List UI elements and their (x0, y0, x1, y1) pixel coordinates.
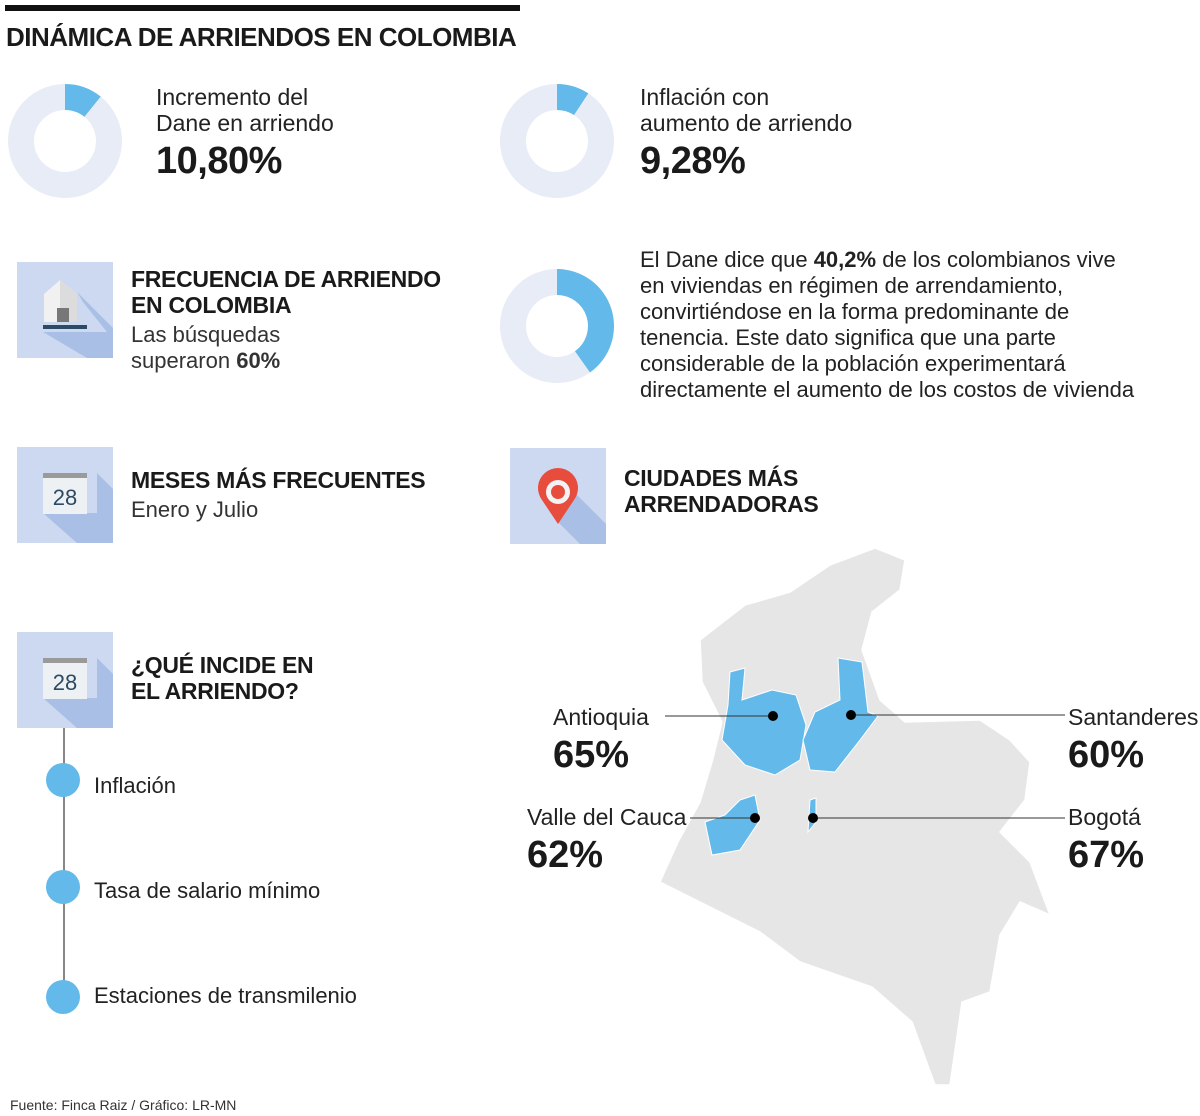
dane-line: tenencia. Este dato significa que una pa… (640, 325, 1056, 350)
page-title: DINÁMICA DE ARRIENDOS EN COLOMBIA (6, 22, 517, 52)
source-note: Fuente: Finca Raiz / Gráfico: LR-MN (10, 1097, 237, 1113)
frecuencia-sub-1: Las búsquedas (131, 322, 281, 347)
top-rule (5, 5, 520, 11)
dane-line: directamente el aumento de los costos de… (640, 377, 1135, 402)
timeline-item: Inflación (94, 773, 176, 798)
dot-valle (750, 813, 760, 823)
dane-paragraph: El Dane dice que 40,2% de los colombiano… (640, 247, 1200, 403)
dane-post: de los colombianos vive (882, 247, 1116, 272)
region-value: 62% (527, 834, 604, 876)
calendar-day: 28 (53, 485, 77, 510)
region-name: Antioquia (553, 704, 649, 730)
stat1-label: Incremento del Dane en arriendo (156, 84, 334, 136)
dot-bogota (808, 813, 818, 823)
frecuencia-heading: FRECUENCIA DE ARRIENDO EN COLOMBIA (131, 266, 441, 318)
dane-line: en viviendas en régimen de arrendamiento… (640, 273, 1064, 298)
calendar-day: 28 (53, 670, 77, 695)
stat2-label-1: Inflación con (640, 84, 770, 110)
donut-value-slice (557, 84, 589, 116)
frecuencia-sub-2: superaron (131, 348, 231, 373)
donut-remainder-slice (500, 84, 614, 198)
frecuencia-heading-1: FRECUENCIA DE ARRIENDO (131, 266, 441, 292)
timeline-dot (46, 763, 80, 797)
colombia-outline (659, 547, 1052, 1086)
region-value: 67% (1068, 834, 1145, 876)
donut-value-slice (65, 84, 101, 117)
donut-1 (8, 84, 123, 198)
region-santanderes (802, 657, 879, 773)
donut-2 (500, 84, 614, 198)
region-value: 60% (1068, 734, 1145, 776)
map-pin-icon (510, 448, 606, 544)
dot-antioquia (768, 711, 778, 721)
region-name: Bogotá (1068, 804, 1141, 830)
ciudades-heading-1: CIUDADES MÁS (624, 465, 799, 491)
region-name: Santanderes (1068, 704, 1199, 730)
dane-line: convirtiéndose en la forma predominante … (640, 299, 1070, 324)
incide-heading: ¿QUÉ INCIDE EN EL ARRIENDO? (131, 652, 314, 704)
stat1-label-1: Incremento del (156, 84, 309, 110)
incide-heading-2: EL ARRIENDO? (131, 678, 299, 704)
donut-3 (500, 269, 614, 383)
stat2-label-2: aumento de arriendo (640, 110, 853, 136)
region-antioquia (721, 667, 807, 776)
timeline-item: Tasa de salario mínimo (94, 878, 321, 903)
stat2-label: Inflación con aumento de arriendo (640, 84, 852, 136)
dane-bold: 40,2% (813, 247, 877, 272)
dane-line: considerable de la población experimenta… (640, 351, 1066, 376)
frecuencia-sub: Las búsquedas superaron 60% (131, 322, 280, 374)
stat1-label-2: Dane en arriendo (156, 110, 334, 136)
donut-remainder-slice (8, 84, 123, 198)
frecuencia-sub-bold: 60% (236, 348, 281, 373)
timeline-dot (46, 870, 80, 904)
ciudades-heading: CIUDADES MÁS ARRENDADORAS (624, 465, 819, 517)
incide-heading-1: ¿QUÉ INCIDE EN (131, 652, 314, 678)
region-value: 65% (553, 734, 630, 776)
calendar-icon: 28 (17, 447, 113, 543)
region-name: Valle del Cauca (527, 804, 687, 830)
stat2-value: 9,28% (640, 140, 746, 182)
timeline-line (63, 728, 65, 998)
meses-heading: MESES MÁS FRECUENTES (131, 467, 426, 493)
timeline-dot (46, 980, 80, 1014)
ciudades-heading-2: ARRENDADORAS (624, 491, 819, 517)
timeline-item: Estaciones de transmilenio (94, 983, 357, 1008)
donut-remainder-slice (500, 269, 590, 383)
frecuencia-heading-2: EN COLOMBIA (131, 292, 292, 318)
house-icon (17, 262, 113, 358)
dot-santanderes (846, 710, 856, 720)
meses-sub: Enero y Julio (131, 497, 259, 522)
dane-pre: El Dane dice que (640, 247, 808, 272)
stat1-value: 10,80% (156, 140, 282, 182)
donut-value-slice (557, 269, 614, 373)
region-valle (704, 794, 761, 856)
calendar-icon: 28 (17, 632, 113, 728)
